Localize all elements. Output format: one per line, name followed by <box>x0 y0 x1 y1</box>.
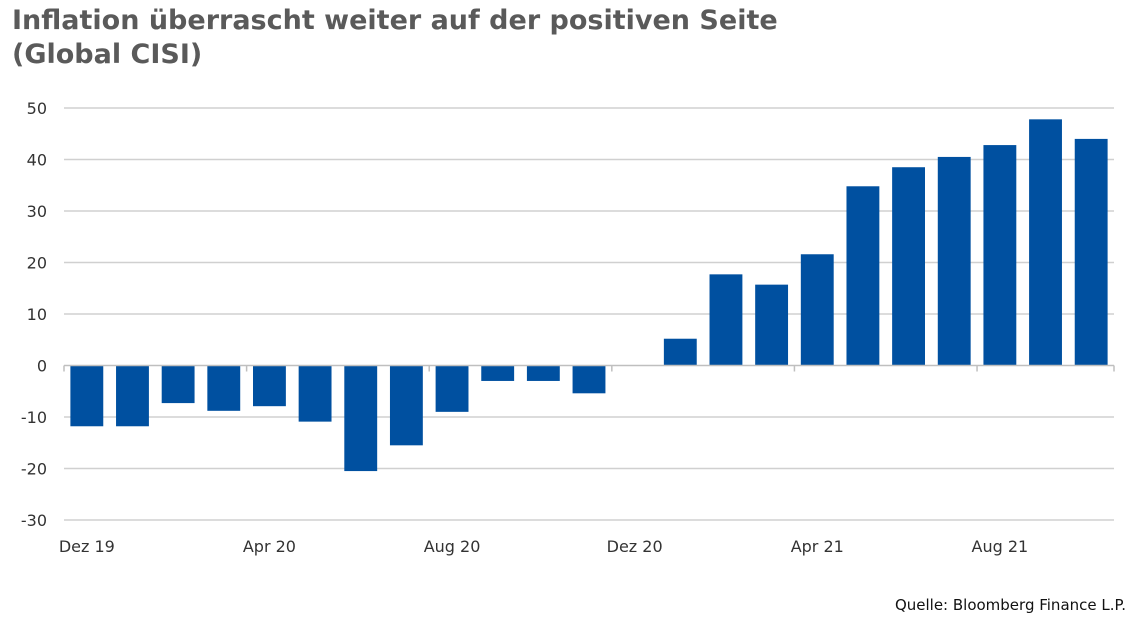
source-note: Quelle: Bloomberg Finance L.P. <box>894 596 1126 614</box>
bar-15 <box>755 284 789 366</box>
x-tick-label: Aug 20 <box>424 537 481 556</box>
bar-8 <box>435 365 469 412</box>
bar-19 <box>937 156 971 366</box>
y-tick-label: -20 <box>21 460 47 479</box>
y-tick-label: 20 <box>27 254 47 273</box>
bar-13 <box>663 338 697 366</box>
bar-6 <box>344 365 378 472</box>
bar-14 <box>709 274 743 366</box>
chart-title: Inflation überrascht weiter auf der posi… <box>12 4 778 72</box>
bar-1 <box>116 365 149 427</box>
x-tick-label: Dez 20 <box>607 537 663 556</box>
y-tick-label: 30 <box>27 202 47 221</box>
x-tick-label: Apr 21 <box>791 537 844 556</box>
x-axis <box>63 364 1115 372</box>
x-tick-label: Apr 20 <box>243 537 296 556</box>
x-tick-label: Dez 19 <box>59 537 115 556</box>
bar-7 <box>389 365 423 446</box>
bar-9 <box>481 365 515 381</box>
bar-0 <box>70 365 104 427</box>
x-tick-label: Aug 21 <box>972 537 1029 556</box>
chart-title-line-1: Inflation überrascht weiter auf der posi… <box>12 5 778 36</box>
x-axis-labels: Dez 19 Apr 20 Aug 20 Dez 20 Apr 21 Aug 21 <box>59 537 1028 556</box>
y-tick-label: 10 <box>27 305 47 324</box>
chart-title-line-2: (Global CISI) <box>12 39 203 70</box>
bar-20 <box>983 145 1017 366</box>
y-tick-label: -30 <box>21 511 47 530</box>
y-tick-label: 40 <box>27 151 47 170</box>
bar-17 <box>846 186 880 366</box>
y-tick-label: 50 <box>27 99 47 118</box>
y-axis-labels: 50 40 30 20 10 0 -10 -20 -30 <box>21 99 47 530</box>
bar-16 <box>800 254 834 366</box>
bar-21 <box>1029 119 1062 366</box>
bar-5 <box>298 365 332 422</box>
bar-4 <box>253 365 286 407</box>
y-tick-label: -10 <box>21 408 47 427</box>
y-tick-label: 0 <box>37 357 47 376</box>
bar-3 <box>207 365 241 411</box>
bar-22 <box>1074 138 1108 366</box>
bar-18 <box>892 167 925 366</box>
bars <box>70 119 1108 472</box>
bar-10 <box>526 365 560 381</box>
bar-11 <box>572 365 606 394</box>
bar-2 <box>161 365 195 404</box>
